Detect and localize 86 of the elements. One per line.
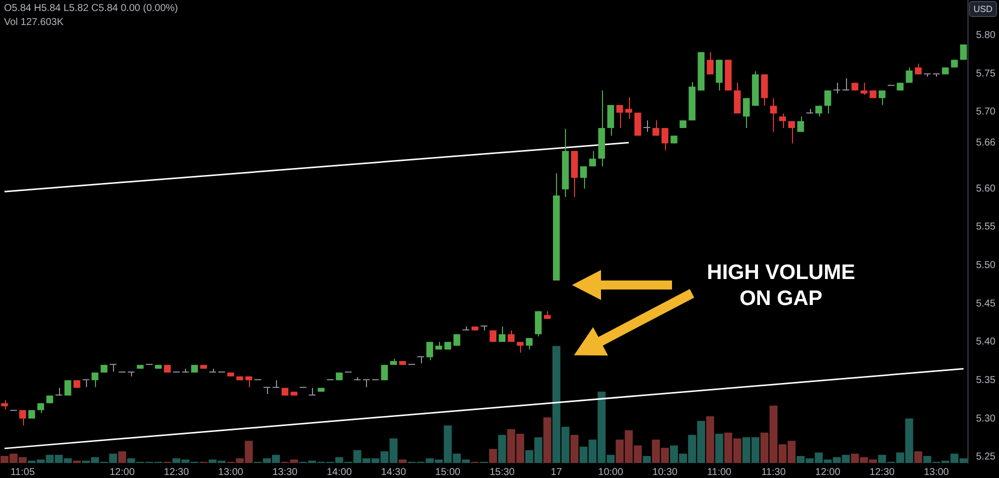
x-tick-label: 12:30 (164, 466, 190, 478)
candlestick (480, 326, 488, 331)
y-tick-label: 5.35 (976, 374, 996, 386)
candlestick (742, 98, 750, 129)
x-tick-label: 12:00 (110, 466, 136, 478)
candlestick (1, 400, 8, 410)
bar (570, 434, 578, 463)
candlestick (37, 402, 44, 414)
candlestick (498, 326, 506, 342)
bar (498, 434, 506, 463)
y-tick-label: 5.25 (976, 452, 996, 463)
candlestick (842, 78, 850, 91)
annotation: O5.84 H5.84 L5.82 C5.84 0.00 (0.00%) (4, 3, 178, 15)
candlestick (833, 82, 840, 94)
candlestick (878, 90, 886, 106)
x-tick-label: 13:00 (218, 466, 244, 478)
candlestick (761, 74, 768, 106)
candlestick (797, 116, 804, 132)
x-tick-label: 12:30 (870, 466, 896, 478)
candlestick (824, 90, 832, 114)
x-tick-label: 11:05 (10, 466, 36, 478)
y-tick-label: 5.50 (976, 260, 996, 271)
candlestick (662, 128, 668, 151)
bar (642, 456, 651, 463)
candlestick (652, 120, 660, 136)
x-tick-label: 14:30 (381, 466, 406, 478)
candlestick (534, 310, 542, 338)
candlestick (716, 59, 723, 91)
candlestick (128, 372, 135, 377)
candlestick (82, 379, 90, 388)
candlestick (616, 104, 624, 129)
x-tick-label: 13:30 (272, 466, 298, 478)
bar (398, 459, 407, 463)
y-tick-label: 5.75 (976, 68, 996, 80)
bar (914, 451, 922, 463)
candlestick (770, 98, 777, 132)
candlestick (417, 356, 424, 364)
candlestick (914, 63, 922, 75)
x-tick-label: 17 (550, 466, 562, 478)
candlestick (634, 112, 642, 136)
candlestick (19, 410, 26, 426)
candlestick (263, 386, 270, 395)
candlestick (580, 166, 587, 190)
x-tick-label: 11:00 (707, 466, 732, 478)
candlestick (860, 82, 868, 96)
candlestick (779, 112, 786, 129)
bar (489, 448, 498, 463)
bar (543, 417, 552, 463)
x-tick-label: 10:30 (652, 466, 678, 478)
x-tick-label: 13:00 (924, 466, 950, 478)
y-tick-label: 5.60 (976, 183, 996, 194)
annotation: HIGH VOLUME ON GAP (706, 260, 856, 312)
x-tick-label: 14:00 (326, 466, 352, 478)
y-axis-title: USD (969, 1, 997, 17)
bar (118, 451, 126, 463)
annotation: Vol 127.603K (4, 17, 64, 29)
candlestick (426, 341, 434, 361)
candlestick (64, 380, 72, 396)
bar (715, 434, 724, 463)
x-tick-label: 12:00 (815, 466, 841, 478)
candlestick (643, 120, 650, 132)
y-tick-label: 5.70 (976, 106, 996, 118)
candlestick (607, 104, 614, 136)
candlestick (960, 44, 967, 60)
candlestick (589, 150, 596, 167)
x-tick-label: 15:00 (435, 466, 461, 478)
candlestick (788, 120, 795, 144)
y-tick-label: 5.40 (976, 336, 996, 348)
y-tick-label: 5.66 (976, 137, 996, 148)
x-tick-label: 11:30 (761, 466, 786, 478)
y-tick-label: 5.45 (976, 298, 996, 310)
y-tick-label: 5.80 (976, 30, 996, 42)
y-tick-label: 5.55 (976, 222, 996, 233)
candlestick (906, 66, 913, 84)
y-tick-label: 5.30 (976, 413, 996, 424)
candlestick (110, 364, 116, 372)
candlestick (734, 82, 741, 114)
x-tick-label: 10:00 (598, 466, 624, 478)
candlestick (706, 52, 714, 75)
candlestick (272, 380, 280, 388)
x-tick-label: 15:30 (490, 466, 516, 478)
candlestick (526, 338, 533, 350)
candlestick (508, 330, 515, 342)
bar (706, 416, 714, 463)
candlestick (92, 372, 98, 388)
candlestick (363, 379, 370, 388)
